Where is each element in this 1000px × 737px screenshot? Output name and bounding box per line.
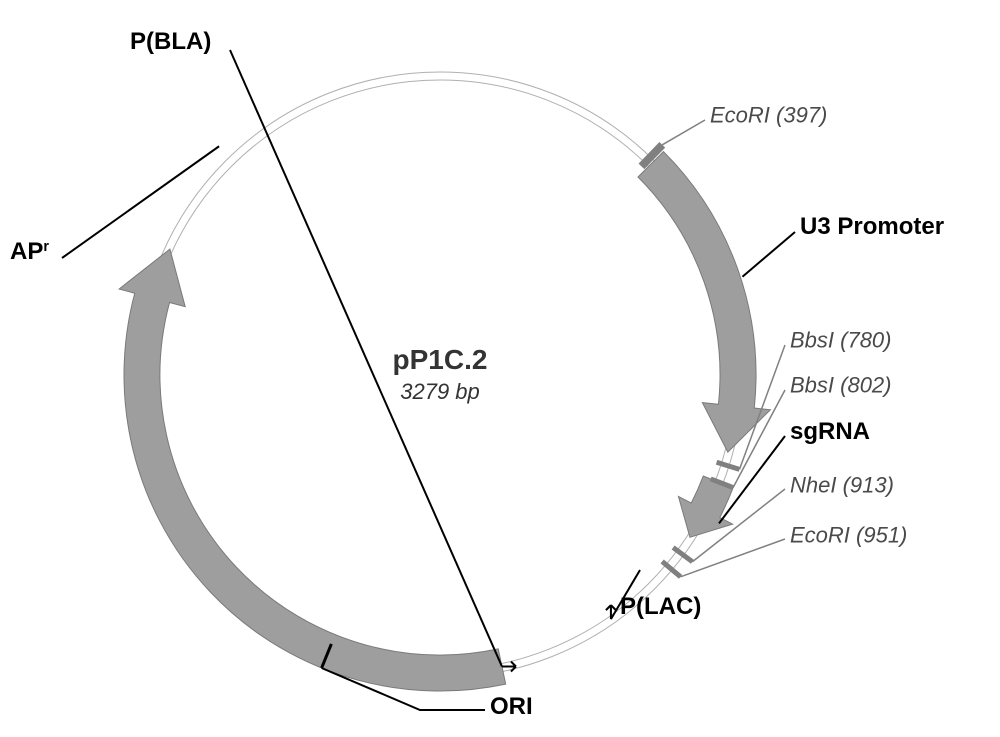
plasmid-size: 3279 bp [400,379,480,404]
u3-label: U3 Promoter [800,213,944,240]
ecori-397-label-leader [662,120,705,145]
plasmid-name: pP1C.2 [393,344,488,375]
plasmid-map: pP1C.2 3279 bp P(BLA) APr EcoRI (397) U3 Prom… [0,0,1000,737]
apr-label-leader [62,146,219,258]
u3-label-leader [742,232,795,277]
u3-arc [638,152,770,453]
ecori-397-label: EcoRI (397) [710,103,827,128]
bbsi-780-label: BbsI (780) [790,328,892,353]
apr-label: APr [10,238,49,265]
bbsi-802-label: BbsI (802) [790,373,892,398]
plac-label: P(LAC) [620,593,701,620]
ori-label: ORI [490,693,533,720]
nhei-913-label: NheI (913) [790,473,894,498]
apr-arc [119,249,506,691]
nhei-913-tick [673,547,692,561]
pbla-label: P(BLA) [130,28,211,55]
sgrna-label: sgRNA [790,418,870,445]
ecori-951-label: EcoRI (951) [790,523,907,548]
ecori-951-tick [662,561,680,576]
